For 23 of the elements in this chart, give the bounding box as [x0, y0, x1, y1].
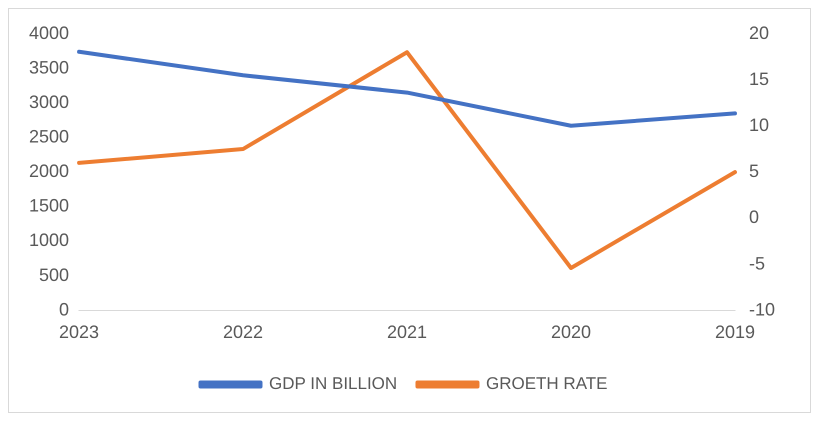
y-tick-label: 2000 — [28, 161, 70, 182]
y2-tick-label: 0 — [748, 207, 759, 228]
legend-label: GROETH RATE — [486, 374, 608, 394]
y2-tick-label: 15 — [748, 68, 770, 89]
y-tick-label: 4000 — [28, 22, 70, 43]
y2-tick-label: -5 — [748, 253, 765, 274]
y-tick-label: 1500 — [28, 196, 70, 216]
y2-tick-label: 5 — [748, 161, 759, 182]
x-tick-label: 2022 — [223, 322, 264, 342]
x-tick-label: 2019 — [714, 322, 756, 342]
y-tick-label: 0 — [59, 299, 70, 320]
x-tick-label: 2021 — [386, 322, 428, 342]
y-tick-label: 3000 — [28, 92, 70, 112]
y2-tick-label: 10 — [748, 114, 770, 135]
y-tick-label: 1000 — [28, 230, 70, 250]
y2-tick-label: 20 — [748, 22, 770, 43]
y-tick-label: 500 — [38, 264, 70, 285]
x-tick-label: 2023 — [59, 322, 100, 342]
y-tick-label: 2500 — [28, 126, 70, 146]
legend-label: GDP IN BILLION — [269, 374, 398, 394]
y-tick-label: 3500 — [28, 57, 70, 78]
x-tick-label: 2020 — [550, 322, 592, 342]
y2-tick-label: -10 — [748, 299, 775, 320]
